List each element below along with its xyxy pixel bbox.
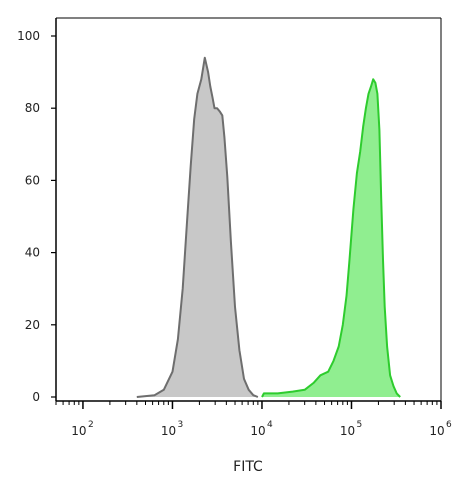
- histogram-line-2: [261, 78, 401, 398]
- histogram-fill-2: [262, 79, 401, 398]
- y-tick-label-0: 0: [32, 390, 40, 404]
- x-tick-exponent-3: 3: [177, 420, 183, 430]
- x-tick-exponent-6: 6: [446, 420, 452, 430]
- x-axis-title: FITC: [233, 459, 263, 475]
- x-tick-label-4: 10: [250, 424, 265, 438]
- x-tick-label-3: 10: [161, 424, 176, 438]
- y-tick-label-80: 80: [25, 101, 40, 115]
- plot-frame: [56, 17, 442, 401]
- histogram-fill-1: [136, 57, 258, 397]
- histogram-line-1: [136, 56, 259, 398]
- x-tick-label-6: 10: [429, 424, 444, 438]
- x-tick-exponent-4: 4: [267, 420, 273, 430]
- y-tick-label-100: 100: [17, 29, 40, 43]
- x-tick-exponent-5: 5: [356, 420, 362, 430]
- x-tick-label-5: 10: [340, 424, 355, 438]
- x-tick-label-2: 10: [71, 424, 86, 438]
- y-tick-label-60: 60: [25, 173, 40, 187]
- y-tick-label-40: 40: [25, 246, 40, 260]
- x-tick-exponent-2: 2: [88, 420, 94, 430]
- y-tick-label-20: 20: [25, 318, 40, 332]
